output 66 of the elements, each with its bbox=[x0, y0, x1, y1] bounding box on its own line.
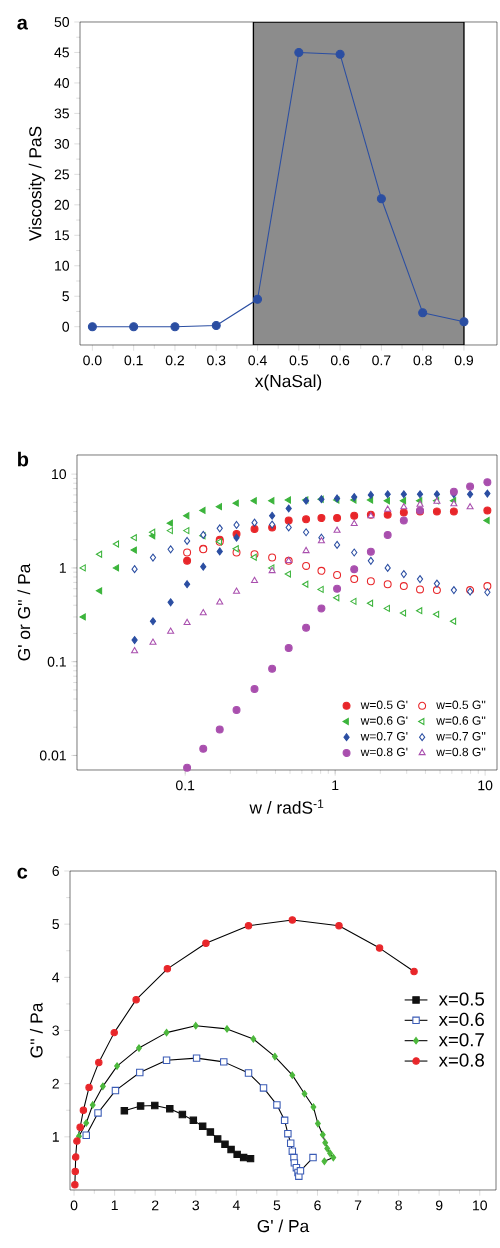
x-tick-label: 10 bbox=[473, 1200, 488, 1211]
y-tick-label: 50 bbox=[54, 17, 70, 27]
chart-title: c bbox=[17, 867, 28, 879]
x-tick-label: 0.8 bbox=[413, 355, 432, 366]
y-tick-label: 25 bbox=[54, 169, 69, 180]
legend-label: x=0.6 bbox=[438, 1012, 484, 1027]
y-tick-label: 1 bbox=[52, 1132, 59, 1142]
y-axis-title: Viscosity / PaS bbox=[28, 126, 45, 242]
x-tick-label: 0.9 bbox=[454, 355, 474, 366]
legend-label: w=0.8 G' bbox=[360, 747, 408, 757]
legend-label: w=0.6 G' bbox=[360, 716, 408, 725]
y-tick-label: 10 bbox=[52, 469, 67, 480]
x-axis-title: x(NaSal) bbox=[254, 374, 322, 391]
legend-label: w=0.6 G'' bbox=[436, 716, 486, 725]
x-tick-label: 1 bbox=[111, 1200, 118, 1211]
x-tick-label: 2 bbox=[152, 1200, 159, 1211]
y-axis-title: G'' / Pa bbox=[29, 1002, 43, 1058]
legend-label: w=0.7 G' bbox=[360, 732, 408, 741]
y-tick-label: 15 bbox=[55, 230, 69, 241]
y-tick-label: 0.01 bbox=[39, 750, 66, 761]
x-tick-label: 0.4 bbox=[248, 355, 267, 366]
y-tick-label: 45 bbox=[54, 47, 69, 58]
x-tick-label: 0.1 bbox=[124, 355, 143, 366]
x-tick-label: 4 bbox=[232, 1200, 240, 1211]
y-tick-label: 0.1 bbox=[47, 656, 66, 667]
y-tick-label: 6 bbox=[52, 866, 59, 876]
legend-label: x=0.5 bbox=[438, 992, 485, 1006]
x-tick-label: 7 bbox=[354, 1200, 362, 1211]
y-tick-label: 10 bbox=[55, 260, 70, 271]
y-tick-label: 5 bbox=[62, 291, 70, 302]
y-tick-label: 35 bbox=[54, 108, 69, 119]
y-tick-label: 40 bbox=[54, 77, 70, 88]
x-tick-label: 8 bbox=[395, 1200, 402, 1211]
x-axis-title: w / radS$^{-1}$ bbox=[249, 799, 324, 814]
y-tick-label: 3 bbox=[52, 1025, 59, 1036]
y-tick-label: 2 bbox=[52, 1078, 59, 1089]
x-tick-label: 9 bbox=[435, 1200, 443, 1211]
x-tick-label: 0 bbox=[70, 1200, 78, 1211]
x-tick-label: 0.3 bbox=[207, 355, 226, 366]
chart-title: a bbox=[17, 18, 28, 30]
x-tick-label: 0.6 bbox=[330, 355, 350, 366]
legend-label: w=0.7 G'' bbox=[436, 732, 486, 741]
legend-label: w=0.5 G' bbox=[360, 700, 408, 710]
x-tick-label: 0.7 bbox=[372, 355, 391, 366]
x-tick-label: 1 bbox=[332, 780, 339, 791]
legend-label: w=0.5 G'' bbox=[436, 700, 486, 710]
x-tick-label: 10 bbox=[478, 780, 493, 791]
y-axis-title: G' or G'' / Pa bbox=[17, 563, 31, 661]
y-tick-label: 5 bbox=[52, 919, 60, 930]
y-tick-label: 20 bbox=[54, 199, 70, 210]
legend-label: x=0.8 bbox=[438, 1053, 485, 1067]
x-tick-label: 0.2 bbox=[165, 355, 184, 366]
y-tick-label: 1 bbox=[59, 563, 66, 573]
y-tick-label: 30 bbox=[54, 138, 70, 149]
x-tick-label: 3 bbox=[192, 1200, 200, 1211]
x-tick-label: 0.1 bbox=[175, 780, 195, 791]
x-tick-label: 0.5 bbox=[289, 355, 308, 366]
x-tick-label: 0.0 bbox=[83, 355, 102, 366]
x-tick-label: 5 bbox=[273, 1200, 281, 1211]
y-tick-label: 4 bbox=[52, 972, 60, 983]
legend-label: x=0.7 bbox=[438, 1033, 484, 1047]
x-axis-title: G' / Pa bbox=[257, 1219, 310, 1233]
x-tick-label: 6 bbox=[314, 1200, 321, 1211]
chart-title: b bbox=[18, 451, 29, 467]
y-tick-label: 0 bbox=[62, 321, 70, 332]
legend-label: w=0.8 G'' bbox=[436, 747, 486, 757]
